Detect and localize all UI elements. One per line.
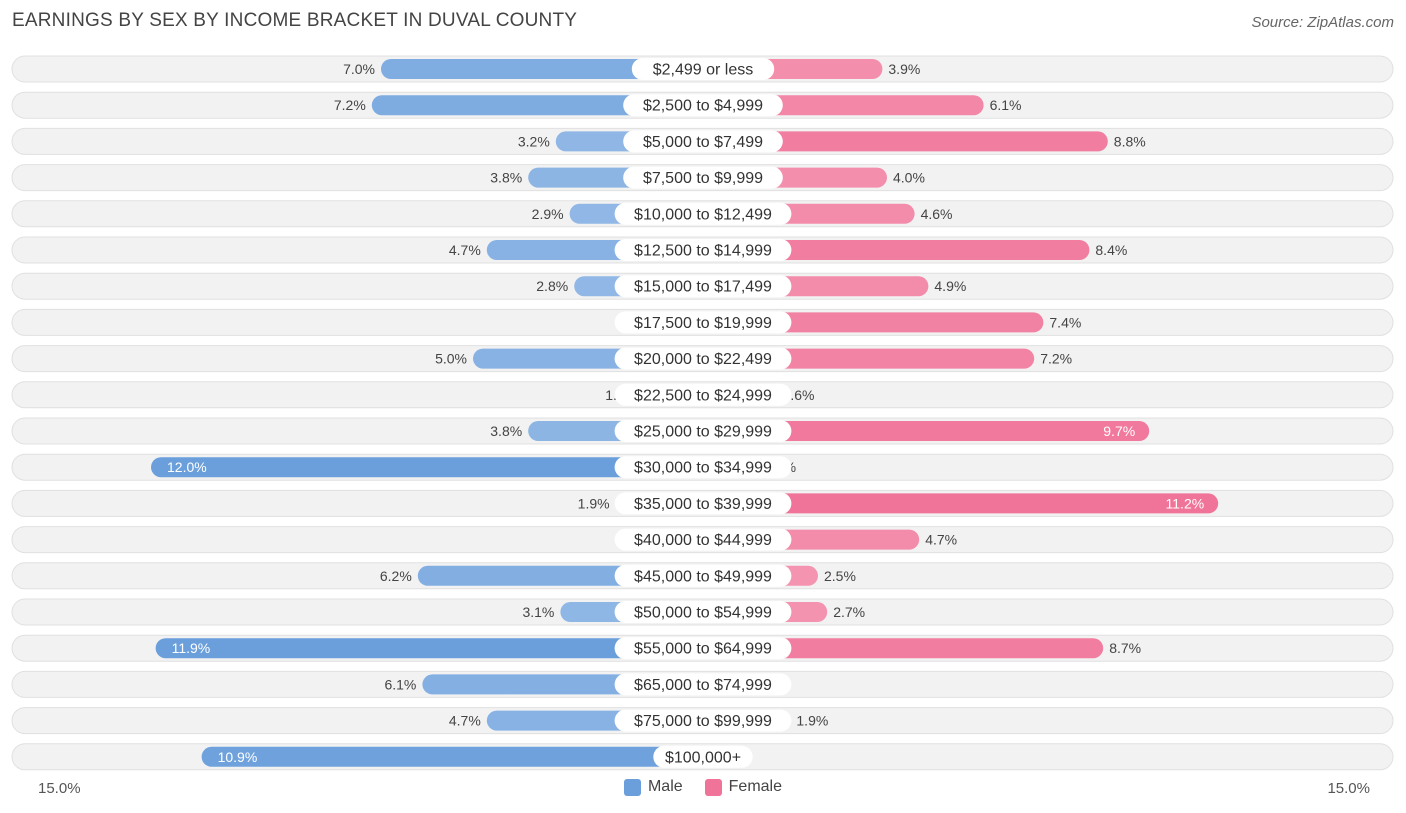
bar-female (703, 638, 1104, 659)
category-pill (623, 94, 783, 117)
value-label-female: 7.4% (1049, 314, 1081, 330)
category-label: $12,500 to $14,999 (634, 243, 772, 260)
category-label: $10,000 to $12,499 (634, 206, 772, 223)
axis-right-label: 15.0% (1327, 780, 1370, 797)
category-pill (614, 383, 792, 406)
value-label-male: 6.1% (384, 676, 416, 692)
source-label: Source: ZipAtlas.com (1251, 14, 1394, 31)
value-label-female: 3.9% (888, 61, 920, 77)
bar-male (151, 457, 703, 478)
bar-male (201, 746, 703, 767)
bar-female (703, 421, 1150, 441)
bar-male (381, 59, 703, 79)
value-label-female: 11.2% (1166, 495, 1205, 511)
value-label-female: 2.7% (833, 604, 865, 620)
legend-item-male[interactable]: Male (623, 778, 683, 796)
category-pill (614, 202, 792, 225)
category-label: $65,000 to $74,999 (634, 677, 772, 694)
value-label-male: 5.0% (435, 351, 467, 367)
bar-female (703, 240, 1090, 260)
value-label-female: 6.1% (990, 97, 1022, 113)
category-pill (631, 58, 775, 80)
value-label-female: 8.4% (1095, 242, 1127, 258)
legend-label-female: Female (728, 778, 783, 795)
value-label-male: 6.2% (380, 568, 412, 584)
category-pill (614, 673, 792, 696)
value-label-male: 4.7% (449, 713, 481, 729)
category-label: $55,000 to $64,999 (634, 641, 772, 658)
category-label: $75,000 to $99,999 (634, 713, 772, 730)
category-pill (614, 601, 792, 623)
category-label: $2,499 or less (653, 62, 754, 79)
category-pill (614, 492, 792, 515)
category-label: $20,000 to $22,499 (634, 351, 772, 368)
value-label-female: 1.9% (796, 713, 828, 729)
category-label: $15,000 to $17,499 (634, 279, 772, 296)
legend-label-male: Male (647, 778, 683, 795)
category-label: $100,000+ (665, 749, 741, 766)
value-label-male: 3.1% (522, 604, 554, 620)
category-label: $50,000 to $54,999 (634, 605, 772, 622)
value-label-female: 4.7% (925, 532, 957, 548)
value-label-male: 11.9% (172, 640, 211, 656)
value-label-female: 4.0% (893, 170, 925, 186)
category-label: $2,500 to $4,999 (643, 98, 763, 115)
value-label-male: 1.9% (578, 495, 610, 511)
value-label-female: 8.8% (1114, 133, 1146, 149)
value-label-female: 7.2% (1040, 351, 1072, 367)
category-pill (614, 637, 792, 660)
axis-left-label: 15.0% (38, 780, 81, 797)
bar-male (371, 95, 703, 116)
category-label: $30,000 to $34,999 (634, 460, 772, 477)
value-label-female: 2.5% (824, 568, 856, 584)
category-label: $5,000 to $7,499 (643, 134, 763, 151)
value-label-male: 3.2% (518, 133, 550, 149)
category-pill (623, 130, 783, 153)
value-label-male: 7.0% (343, 61, 375, 77)
value-label-male: 12.0% (167, 459, 207, 475)
bar-female (703, 131, 1108, 152)
value-label-male: 4.7% (449, 242, 481, 258)
category-label: $17,500 to $19,999 (634, 315, 772, 332)
value-label-female: 9.7% (1103, 423, 1135, 439)
value-label-male: 2.8% (536, 278, 568, 294)
value-label-female: 8.7% (1109, 640, 1141, 656)
bar-female (703, 493, 1219, 514)
value-label-male: 10.9% (218, 749, 258, 765)
category-pill (614, 456, 792, 479)
value-label-female: 4.9% (934, 278, 966, 294)
category-pill (653, 745, 753, 768)
category-pill (623, 166, 783, 189)
category-label: $7,500 to $9,999 (643, 170, 763, 187)
category-label: $25,000 to $29,999 (634, 424, 772, 441)
legend-swatch-female (704, 778, 722, 796)
category-pill (614, 709, 792, 732)
category-pill (614, 420, 792, 442)
category-label: $45,000 to $49,999 (634, 568, 772, 585)
value-label-male: 2.9% (532, 206, 564, 222)
category-label: $40,000 to $44,999 (634, 532, 772, 549)
category-pill (614, 311, 792, 334)
value-label-male: 3.8% (490, 170, 522, 186)
category-pill (614, 239, 792, 261)
bar-male (155, 638, 704, 659)
category-pill (614, 528, 792, 551)
legend-swatch-male (623, 778, 641, 796)
legend-item-female[interactable]: Female (704, 778, 783, 796)
value-label-female: 4.6% (921, 206, 953, 222)
value-label-male: 3.8% (490, 423, 522, 439)
legend: Male Female (0, 778, 1406, 796)
category-label: $35,000 to $39,999 (634, 496, 772, 513)
chart-title: EARNINGS BY SEX BY INCOME BRACKET IN DUV… (12, 10, 578, 31)
category-label: $22,500 to $24,999 (634, 387, 772, 404)
category-pill (614, 347, 792, 370)
value-label-male: 7.2% (334, 97, 366, 113)
category-pill (614, 564, 792, 587)
category-pill (614, 275, 792, 298)
